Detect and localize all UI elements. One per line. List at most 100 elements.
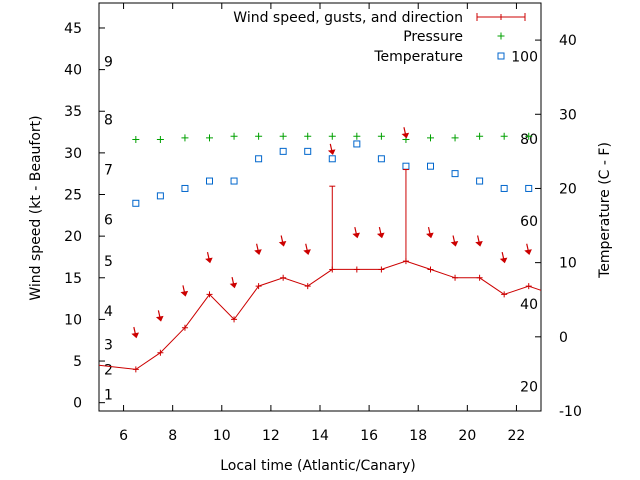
pressure-point	[181, 134, 189, 142]
plot-border	[98, 2, 542, 412]
temperature-point	[402, 162, 410, 170]
temperature-point	[427, 162, 434, 170]
legend-wind-label: Wind speed, gusts, and direction	[233, 10, 463, 26]
legend-pressure-sample	[497, 32, 505, 40]
y-right-tick-label: 0	[559, 330, 568, 346]
beaufort-label: 1	[104, 387, 113, 403]
temperature-point	[525, 184, 533, 192]
wind-speed-point	[427, 266, 434, 273]
legend-wind-sample	[476, 13, 526, 21]
fahrenheit-label: 60	[520, 214, 538, 230]
wind-direction-arrow	[352, 227, 361, 239]
y-right-tick-label: 20	[559, 181, 577, 197]
wind-direction-arrow	[327, 143, 336, 156]
wind-speed-point	[525, 283, 532, 290]
wind-speed-point	[157, 349, 164, 356]
wind-direction-arrow	[499, 251, 508, 264]
wind-speed-point	[378, 266, 385, 273]
temperature-point	[377, 155, 385, 163]
x-tick-label: 8	[168, 428, 177, 444]
wind-speed-point	[231, 316, 238, 323]
beaufort-label: 8	[104, 113, 113, 129]
x-tick-label: 18	[409, 428, 427, 444]
y-right-tick-label: 40	[559, 33, 577, 49]
y-axis-left: 0 5 10 15 20 25 30 35 40 45	[64, 21, 105, 412]
temperature-point	[304, 147, 312, 155]
pressure-point	[427, 134, 434, 142]
legend-pressure-label: Pressure	[403, 29, 463, 45]
wind-direction-arrow	[426, 227, 434, 239]
legend-temperature-sample	[497, 52, 505, 60]
beaufort-label: 4	[104, 304, 113, 320]
temperature-point	[255, 155, 263, 163]
x-tick-label: 14	[311, 428, 329, 444]
legend-temperature-label: Temperature	[373, 49, 463, 65]
x-tick-label: 22	[508, 428, 526, 444]
wind-direction-arrow	[131, 326, 140, 339]
pressure-point	[304, 132, 312, 140]
pressure-point	[255, 132, 263, 140]
pressure-series	[132, 132, 533, 144]
pressure-point	[500, 132, 508, 140]
temperature-point	[328, 155, 336, 163]
fahrenheit-label: 100	[511, 49, 538, 65]
wind-speed-point	[132, 366, 139, 373]
y-left-tick-label: 40	[64, 63, 82, 79]
wind-speed-point	[501, 291, 508, 298]
temperature-point	[230, 177, 238, 185]
beaufort-label: 5	[104, 254, 113, 270]
wind-speed-point	[353, 266, 360, 273]
pressure-point	[353, 132, 361, 140]
temperature-point	[279, 147, 287, 155]
beaufort-label: 7	[104, 163, 113, 179]
wind-direction-arrow	[155, 310, 164, 322]
wind-speed-point	[304, 283, 311, 290]
wind-series	[98, 169, 542, 373]
y-left-tick-label: 0	[73, 396, 82, 412]
pressure-point	[328, 132, 336, 140]
wind-speed-line	[98, 260, 542, 370]
fahrenheit-label: 20	[520, 380, 538, 396]
fahrenheit-label: 80	[520, 132, 538, 148]
pressure-point	[451, 134, 459, 142]
wind-speed-point	[280, 274, 287, 281]
wind-speed-point	[181, 324, 188, 331]
temperature-point	[206, 177, 213, 185]
beaufort-label: 2	[104, 362, 113, 378]
temperature-point	[181, 184, 189, 192]
wind-direction-arrow	[229, 276, 238, 289]
temperature-point	[353, 140, 361, 148]
wind-speed-point	[452, 274, 459, 281]
wind-direction-arrow	[205, 251, 213, 264]
beaufort-label: 3	[104, 337, 113, 353]
x-tick-label: 6	[119, 428, 128, 444]
legend: Wind speed, gusts, and direction Pressur…	[233, 10, 526, 65]
pressure-point	[132, 136, 140, 144]
pressure-point	[377, 132, 385, 140]
temperature-point	[132, 199, 140, 207]
y-axis-right: -10 0 10 20 30 40	[535, 33, 582, 420]
plot-frame	[98, 2, 542, 412]
beaufort-scale: 1 2 3 4 5 6 7 8 9	[104, 54, 113, 403]
y-right-tick-label: -10	[559, 404, 582, 420]
wind-direction-arrow	[180, 285, 189, 297]
y-left-tick-label: 20	[64, 229, 82, 245]
pressure-point	[206, 134, 213, 142]
x-tick-label: 16	[360, 428, 378, 444]
wind-direction-arrow	[524, 243, 532, 255]
wind-direction-arrow	[254, 243, 262, 255]
wind-direction-arrow	[450, 235, 459, 247]
x-tick-label: 12	[262, 428, 280, 444]
y-right-tick-label: 10	[559, 256, 577, 272]
x-tick-label: 20	[458, 428, 476, 444]
fahrenheit-scale: 20 40 60 80 100	[511, 49, 538, 395]
x-axis: 6 8 10 12 14 16 18 20 22	[119, 3, 525, 444]
wind-direction-arrow	[475, 235, 483, 247]
wind-speed-point	[476, 274, 483, 281]
fahrenheit-label: 40	[520, 297, 538, 313]
y-left-tick-label: 25	[64, 188, 82, 204]
pressure-point	[156, 136, 164, 144]
temperature-point	[451, 170, 459, 178]
